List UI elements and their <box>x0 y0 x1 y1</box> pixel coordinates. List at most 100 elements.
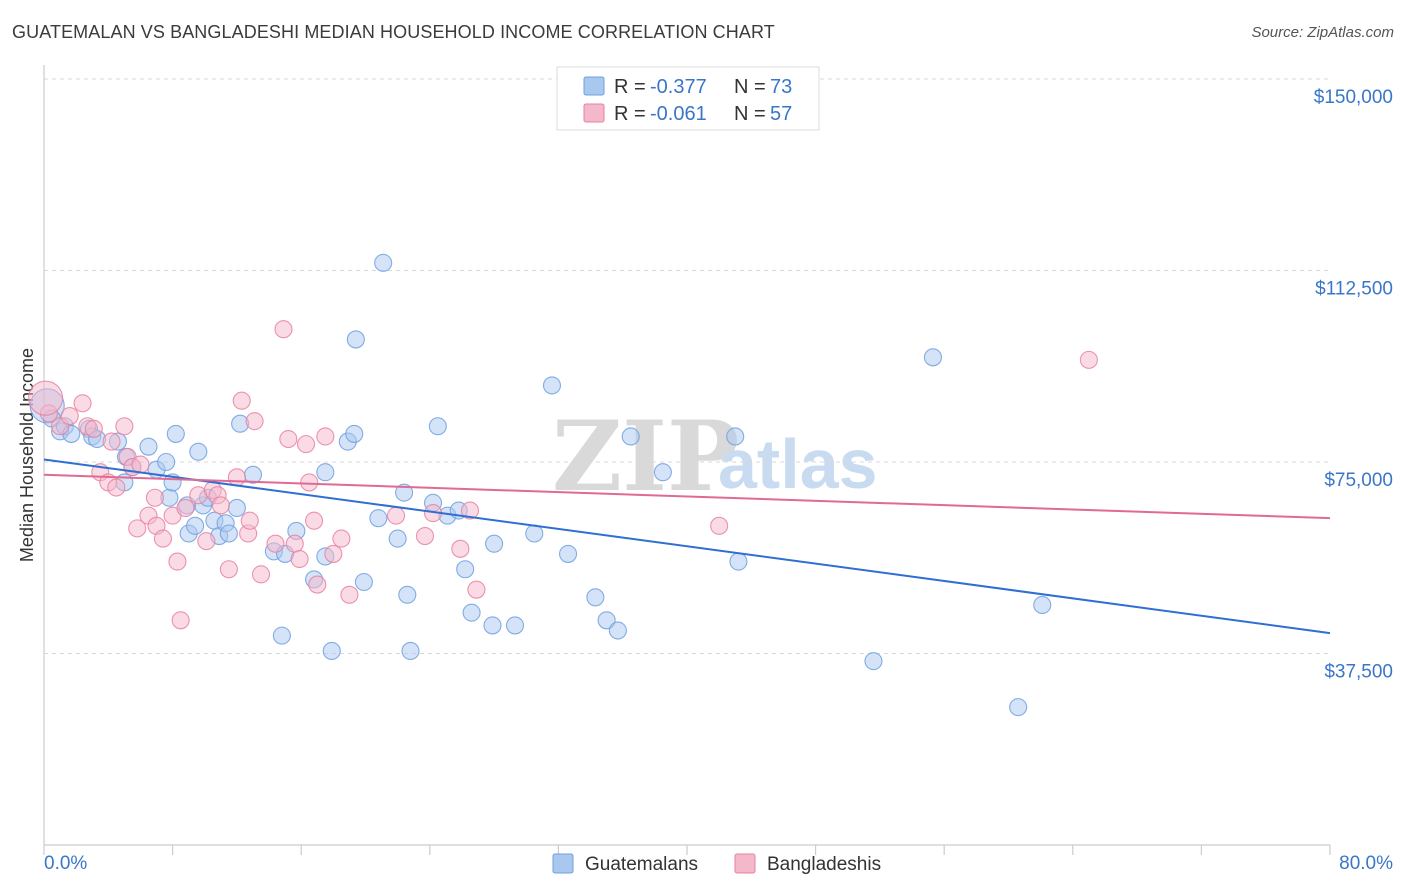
y-tick-label: $150,000 <box>1314 87 1393 108</box>
point-guatemalans <box>729 552 748 571</box>
series-legend: Guatemalans Bangladeshis <box>552 853 881 875</box>
point-bangladeshis <box>1079 350 1098 369</box>
point-bangladeshis <box>324 544 343 563</box>
point-guatemalans <box>864 652 883 671</box>
point-bangladeshis <box>211 496 230 515</box>
point-guatemalans <box>139 437 158 456</box>
point-guatemalans <box>1033 595 1052 615</box>
point-guatemalans <box>345 424 364 443</box>
point-bangladeshis <box>290 549 309 569</box>
legend-swatch-bangladeshis <box>583 103 605 123</box>
watermark-atlas: atlas <box>718 425 878 503</box>
point-bangladeshis <box>332 529 351 548</box>
source-label: Source: ZipAtlas.com <box>1251 24 1394 41</box>
y-tick-labels: $37,500 $75,000 $112,500 $150,000 <box>1314 87 1393 683</box>
point-bangladeshis <box>415 526 435 546</box>
point-guatemalans <box>597 611 616 630</box>
legend-n-value-2: 57 <box>770 103 792 125</box>
point-bangladeshis <box>305 511 324 530</box>
point-guatemalans <box>316 463 335 482</box>
point-guatemalans <box>558 544 578 563</box>
point-guatemalans <box>456 560 475 579</box>
point-guatemalans <box>401 641 420 660</box>
point-guatemalans <box>428 417 447 436</box>
point-guatemalans <box>586 588 605 607</box>
point-bangladeshis <box>710 516 729 535</box>
point-bangladeshis <box>176 498 195 518</box>
point-bangladeshis <box>115 417 134 436</box>
point-guatemalans <box>369 509 388 528</box>
legend-r-value-2: -0.061 <box>650 103 707 125</box>
point-bangladeshis <box>232 391 251 410</box>
y-tick-label: $37,500 <box>1324 662 1393 683</box>
point-bangladeshis <box>153 529 173 548</box>
point-guatemalans <box>505 616 525 635</box>
point-guatemalans <box>227 498 246 518</box>
point-guatemalans <box>166 424 185 443</box>
point-guatemalans <box>923 348 942 367</box>
x-axis-ticks <box>43 845 1331 855</box>
point-bangladeshis <box>274 320 293 339</box>
y-tick-label: $75,000 <box>1324 470 1393 491</box>
point-bangladeshis <box>128 519 147 538</box>
chart-title: GUATEMALAN VS BANGLADESHI MEDIAN HOUSEHO… <box>12 22 775 42</box>
point-guatemalans <box>608 621 627 640</box>
point-bangladeshis <box>84 419 103 438</box>
point-bangladeshis <box>171 611 190 630</box>
trend-lines <box>43 458 1331 635</box>
x-tick-label-min: 0.0% <box>44 853 87 874</box>
point-bangladeshis <box>266 534 285 553</box>
legend-r-value-1: -0.377 <box>650 76 707 98</box>
point-bangladeshis <box>467 580 486 599</box>
legend-swatch-guatemalans <box>583 76 605 96</box>
series-legend-swatch-bangladeshis <box>734 853 756 874</box>
point-guatemalans <box>395 483 414 502</box>
series-legend-label-bangladeshis: Bangladeshis <box>767 854 881 875</box>
point-guatemalans <box>726 427 745 446</box>
point-guatemalans <box>374 253 393 272</box>
series-legend-label-guatemalans: Guatemalans <box>585 854 698 875</box>
legend-n-value-1: 73 <box>770 76 792 98</box>
trend-line-bangladeshis <box>43 473 1331 520</box>
point-guatemalans <box>462 603 481 622</box>
point-bangladeshis <box>451 539 470 558</box>
point-guatemalans <box>485 534 504 553</box>
point-guatemalans <box>542 376 562 395</box>
point-bangladeshis <box>279 429 298 449</box>
point-bangladeshis <box>219 560 238 579</box>
trend-line-guatemalans <box>43 458 1331 635</box>
point-bangladeshis <box>285 534 304 553</box>
point-bangladeshis <box>340 585 359 604</box>
legend-r-label-2: R = <box>614 103 646 125</box>
point-guatemalans <box>525 524 544 543</box>
point-bangladeshis <box>73 394 92 413</box>
point-bangladeshis <box>131 455 150 474</box>
point-bangladeshis <box>300 473 319 492</box>
legend-r-label-1: R = <box>614 76 646 98</box>
point-bangladeshis <box>197 532 216 551</box>
point-bangladeshis <box>227 468 246 487</box>
point-guatemalans <box>186 516 205 535</box>
point-bangladeshis <box>240 511 259 530</box>
point-bangladeshis <box>145 488 164 507</box>
point-bangladeshis <box>460 501 480 520</box>
point-guatemalans <box>653 463 672 482</box>
series-legend-swatch-guatemalans <box>552 853 574 874</box>
point-bangladeshis <box>168 552 187 571</box>
y-tick-label: $112,500 <box>1315 279 1393 300</box>
point-bangladeshis <box>308 575 327 594</box>
point-guatemalans <box>1009 698 1028 717</box>
point-guatemalans <box>322 641 341 660</box>
point-guatemalans <box>219 524 238 543</box>
point-guatemalans <box>621 427 640 446</box>
x-tick-label-max: 80.0% <box>1339 853 1393 874</box>
point-bangladeshis <box>296 435 316 454</box>
data-points <box>28 253 1098 717</box>
point-bangladeshis <box>245 412 264 431</box>
point-bangladeshis <box>107 478 126 497</box>
point-guatemalans <box>272 626 291 645</box>
point-guatemalans <box>346 330 365 349</box>
legend-n-label-1: N = <box>734 76 766 98</box>
point-guatemalans <box>354 572 373 592</box>
